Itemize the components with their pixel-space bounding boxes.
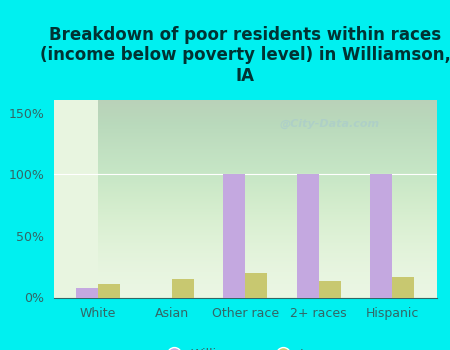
Bar: [297, 174, 319, 298]
Bar: [223, 174, 245, 298]
Bar: [370, 174, 392, 298]
Text: Breakdown of poor residents within races
(income below poverty level) in William: Breakdown of poor residents within races…: [40, 26, 450, 85]
Bar: [245, 273, 267, 298]
Bar: [76, 288, 98, 298]
Bar: [172, 279, 194, 297]
Bar: [98, 284, 120, 298]
Text: @City-Data.com: @City-Data.com: [279, 119, 379, 129]
Bar: [392, 276, 414, 298]
Bar: [319, 281, 341, 298]
Legend: Williamson, Iowa: Williamson, Iowa: [157, 343, 334, 350]
